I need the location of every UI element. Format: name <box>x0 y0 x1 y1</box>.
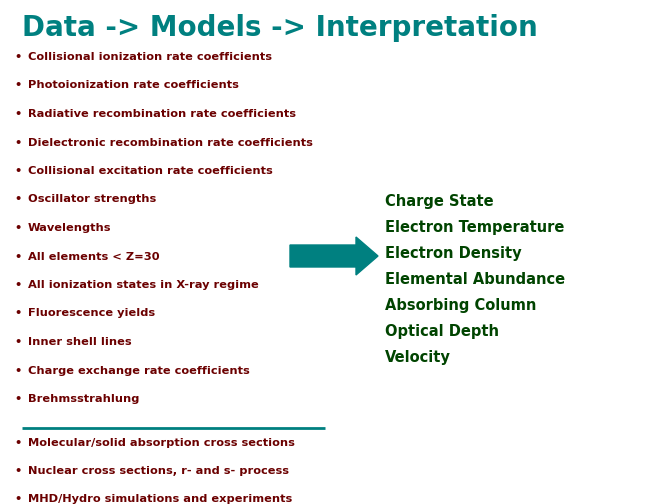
Text: Optical Depth: Optical Depth <box>385 324 499 339</box>
Text: •: • <box>14 437 21 448</box>
Text: Absorbing Column: Absorbing Column <box>385 298 537 313</box>
Text: •: • <box>14 195 21 205</box>
Text: •: • <box>14 251 21 262</box>
Text: Photoionization rate coefficients: Photoionization rate coefficients <box>28 81 239 91</box>
Text: All elements < Z=30: All elements < Z=30 <box>28 251 159 262</box>
Text: Nuclear cross sections, r- and s- process: Nuclear cross sections, r- and s- proces… <box>28 466 289 476</box>
Text: •: • <box>14 494 21 504</box>
Text: Elemental Abundance: Elemental Abundance <box>385 272 565 287</box>
FancyArrow shape <box>290 237 378 275</box>
Text: Charge exchange rate coefficients: Charge exchange rate coefficients <box>28 365 249 375</box>
Text: •: • <box>14 52 21 62</box>
Text: •: • <box>14 280 21 290</box>
Text: •: • <box>14 109 21 119</box>
Text: Collisional ionization rate coefficients: Collisional ionization rate coefficients <box>28 52 272 62</box>
Text: Charge State: Charge State <box>385 194 494 209</box>
Text: •: • <box>14 166 21 176</box>
Text: •: • <box>14 308 21 319</box>
Text: •: • <box>14 394 21 404</box>
Text: •: • <box>14 365 21 375</box>
Text: Velocity: Velocity <box>385 350 451 365</box>
Text: Oscillator strengths: Oscillator strengths <box>28 195 156 205</box>
Text: Electron Density: Electron Density <box>385 246 522 261</box>
Text: MHD/Hydro simulations and experiments: MHD/Hydro simulations and experiments <box>28 494 292 504</box>
Text: Electron Temperature: Electron Temperature <box>385 220 564 235</box>
Text: Radiative recombination rate coefficients: Radiative recombination rate coefficient… <box>28 109 296 119</box>
Text: Dielectronic recombination rate coefficients: Dielectronic recombination rate coeffici… <box>28 138 313 148</box>
Text: Data -> Models -> Interpretation: Data -> Models -> Interpretation <box>22 14 538 42</box>
Text: Fluorescence yields: Fluorescence yields <box>28 308 155 319</box>
Text: Brehmsstrahlung: Brehmsstrahlung <box>28 394 139 404</box>
Text: Collisional excitation rate coefficients: Collisional excitation rate coefficients <box>28 166 273 176</box>
Text: •: • <box>14 81 21 91</box>
Text: •: • <box>14 466 21 476</box>
Text: All ionization states in X-ray regime: All ionization states in X-ray regime <box>28 280 259 290</box>
Text: •: • <box>14 223 21 233</box>
Text: •: • <box>14 138 21 148</box>
Text: Molecular/solid absorption cross sections: Molecular/solid absorption cross section… <box>28 437 295 448</box>
Text: Inner shell lines: Inner shell lines <box>28 337 132 347</box>
Text: Wavelengths: Wavelengths <box>28 223 111 233</box>
Text: •: • <box>14 337 21 347</box>
